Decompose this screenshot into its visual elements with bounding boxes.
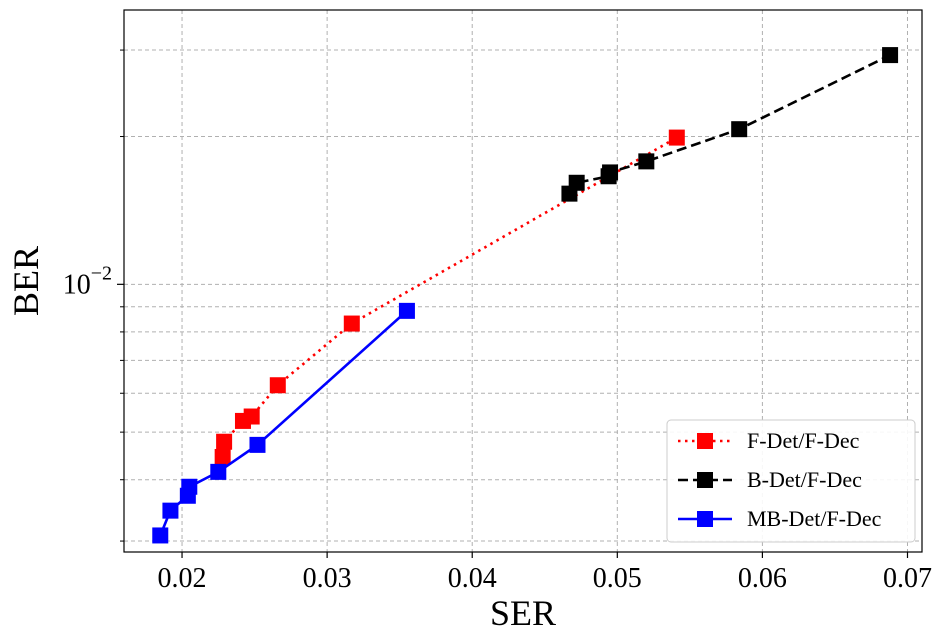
legend-item: MB-Det/F-Dec — [678, 506, 882, 531]
y-axis-label: BER — [6, 246, 46, 316]
series-B-Det/F-Dec — [561, 47, 899, 202]
x-tick-label: 0.05 — [593, 563, 642, 594]
data-point-marker — [568, 174, 585, 191]
legend-marker — [697, 511, 713, 527]
y-tick-label: 10−2 — [63, 262, 112, 300]
legend-marker — [697, 433, 713, 449]
series-line — [159, 309, 408, 536]
x-tick-label: 0.07 — [883, 563, 932, 594]
legend-label: MB-Det/F-Dec — [747, 506, 882, 531]
legend-box — [666, 419, 916, 543]
series-MB-Det/F-Dec — [152, 302, 415, 544]
x-tick-label: 0.06 — [738, 563, 787, 594]
legend-label: F-Det/F-Dec — [747, 428, 860, 453]
data-point-marker — [162, 502, 179, 519]
data-point-marker — [398, 302, 415, 319]
legend: F-Det/F-Dec B-Det/F-Dec MB-Det/F-Dec — [666, 419, 916, 543]
series-line — [221, 136, 678, 458]
data-point-marker — [343, 315, 360, 332]
legend-item: B-Det/F-Dec — [678, 467, 862, 492]
grid — [124, 10, 922, 552]
x-tick-label: 0.04 — [448, 563, 497, 594]
data-point-marker — [668, 129, 685, 146]
data-point-marker — [638, 153, 655, 170]
data-point-marker — [210, 463, 227, 480]
plot-frame — [123, 9, 923, 553]
data-point-marker — [602, 164, 619, 181]
axis-ticks: 0.02 0.03 0.04 0.05 0.06 0.07 10−2 — [63, 49, 932, 594]
x-axis-label: SER — [490, 593, 556, 633]
data-point-marker — [243, 408, 260, 425]
series-F-Det/F-Dec — [214, 129, 685, 465]
data-point-marker — [249, 436, 266, 453]
data-point-marker — [882, 47, 899, 64]
x-tick-label: 0.02 — [158, 563, 207, 594]
x-tick-label: 0.03 — [303, 563, 352, 594]
legend-label: B-Det/F-Dec — [747, 467, 862, 492]
data-point-marker — [181, 478, 198, 495]
data-point-marker — [731, 121, 748, 138]
data-point-marker — [269, 377, 286, 394]
legend-item: F-Det/F-Dec — [678, 428, 860, 453]
data-point-marker — [214, 448, 231, 465]
series-layer — [152, 47, 899, 544]
data-point-marker — [216, 433, 233, 450]
data-point-marker — [152, 527, 169, 544]
legend-marker — [697, 472, 713, 488]
